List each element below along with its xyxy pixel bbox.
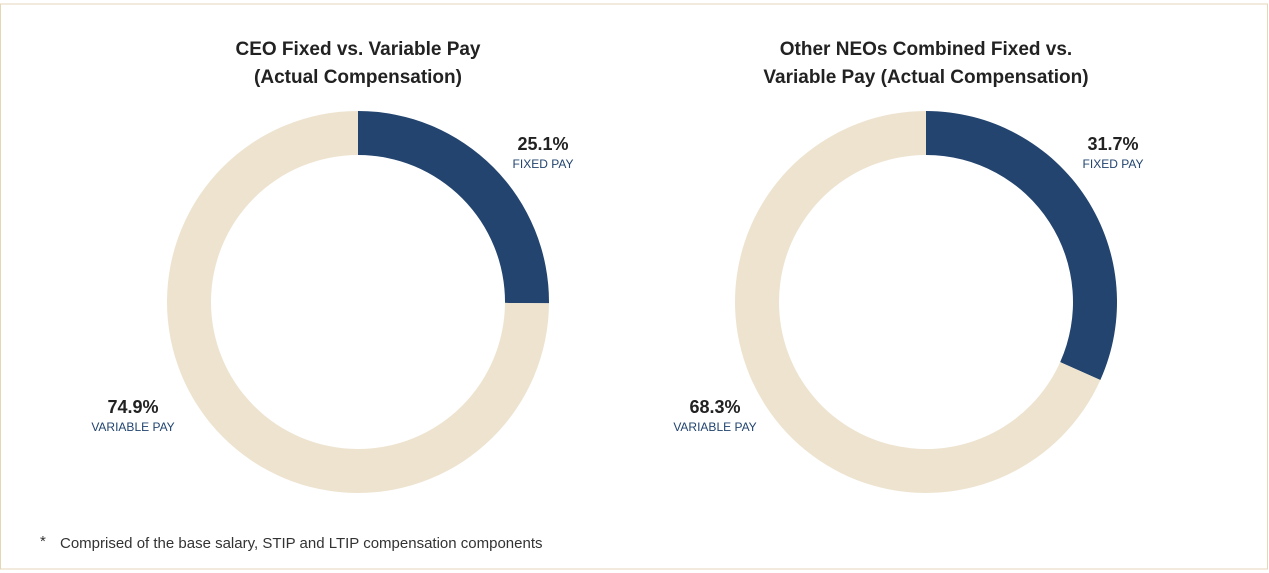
chart-title: CEO Fixed vs. Variable Pay <box>235 39 480 60</box>
category-label: FIXED PAY <box>1083 157 1144 171</box>
footnote-marker: * <box>40 533 46 550</box>
donut-slice <box>358 111 549 304</box>
category-label: VARIABLE PAY <box>91 420 174 434</box>
chart-title: (Actual Compensation) <box>254 67 462 88</box>
value-label: 68.3% <box>689 397 740 417</box>
value-label: 74.9% <box>107 397 158 417</box>
category-label: VARIABLE PAY <box>673 420 756 434</box>
chart-title: Variable Pay (Actual Compensation) <box>763 67 1088 88</box>
footnote: Comprised of the base salary, STIP and L… <box>60 535 542 552</box>
category-label: FIXED PAY <box>513 157 574 171</box>
value-label: 31.7% <box>1087 134 1138 154</box>
value-label: 25.1% <box>517 134 568 154</box>
donut-slice <box>926 111 1117 381</box>
chart-title: Other NEOs Combined Fixed vs. <box>780 39 1072 60</box>
